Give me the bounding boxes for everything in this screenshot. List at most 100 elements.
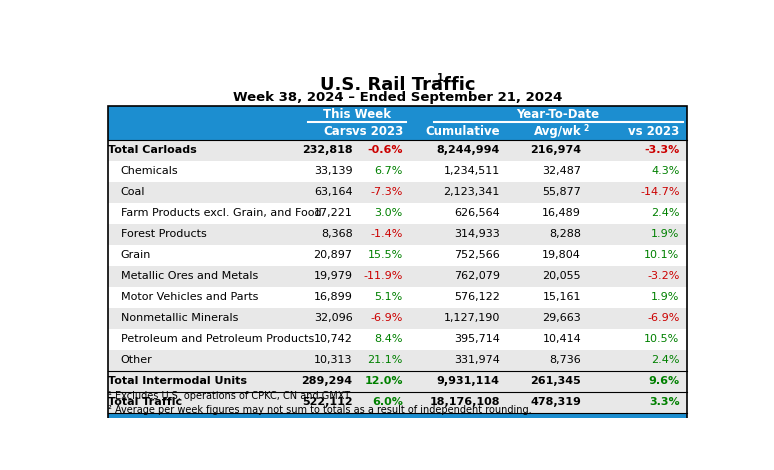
Bar: [108, 392, 687, 413]
Text: 8,736: 8,736: [550, 355, 581, 365]
Bar: [108, 413, 687, 419]
Text: 331,974: 331,974: [454, 355, 500, 365]
Text: 1.9%: 1.9%: [651, 229, 680, 239]
Text: 752,566: 752,566: [454, 250, 500, 260]
Text: Cars: Cars: [323, 125, 352, 138]
Text: 261,345: 261,345: [530, 376, 581, 386]
Text: 2: 2: [583, 124, 588, 133]
Bar: [108, 287, 687, 307]
Text: 10,414: 10,414: [543, 334, 581, 344]
Text: -11.9%: -11.9%: [364, 271, 403, 281]
Text: 20,055: 20,055: [543, 271, 581, 281]
Text: 2.4%: 2.4%: [651, 355, 680, 365]
Text: Nonmetallic Minerals: Nonmetallic Minerals: [121, 313, 238, 323]
Text: 21.1%: 21.1%: [368, 355, 403, 365]
Text: 1: 1: [437, 73, 444, 83]
Text: Forest Products: Forest Products: [121, 229, 207, 239]
Text: 1,127,190: 1,127,190: [444, 313, 500, 323]
Text: Chemicals: Chemicals: [121, 166, 179, 176]
Text: 6.7%: 6.7%: [375, 166, 403, 176]
Text: 9.6%: 9.6%: [649, 376, 680, 386]
Text: -1.4%: -1.4%: [371, 229, 403, 239]
Text: 16,489: 16,489: [543, 208, 581, 218]
Text: 18,176,108: 18,176,108: [430, 397, 500, 407]
Text: 6.0%: 6.0%: [372, 397, 403, 407]
Text: 8.4%: 8.4%: [375, 334, 403, 344]
Text: 33,139: 33,139: [314, 166, 352, 176]
Text: 5.1%: 5.1%: [375, 292, 403, 302]
Text: 10.5%: 10.5%: [644, 334, 680, 344]
Bar: [108, 350, 687, 370]
Bar: [108, 140, 687, 161]
Bar: [108, 329, 687, 350]
Text: -3.2%: -3.2%: [647, 271, 680, 281]
Bar: [108, 203, 687, 224]
Text: Year-To-Date: Year-To-Date: [516, 108, 600, 121]
Text: Farm Products excl. Grain, and Food: Farm Products excl. Grain, and Food: [121, 208, 321, 218]
Text: ² Average per week figures may not sum to totals as a result of independent roun: ² Average per week figures may not sum t…: [108, 405, 531, 415]
Text: 15.5%: 15.5%: [368, 250, 403, 260]
Text: 216,974: 216,974: [530, 145, 581, 155]
Text: -7.3%: -7.3%: [371, 187, 403, 197]
Text: 19,804: 19,804: [543, 250, 581, 260]
Text: -6.9%: -6.9%: [647, 313, 680, 323]
Text: 232,818: 232,818: [302, 145, 352, 155]
Text: Petroleum and Petroleum Products: Petroleum and Petroleum Products: [121, 334, 314, 344]
Text: 395,714: 395,714: [454, 334, 500, 344]
Text: Coal: Coal: [121, 187, 146, 197]
Text: 3.3%: 3.3%: [649, 397, 680, 407]
Text: Week 38, 2024 – Ended September 21, 2024: Week 38, 2024 – Ended September 21, 2024: [233, 91, 562, 104]
Text: 762,079: 762,079: [454, 271, 500, 281]
Bar: [108, 244, 687, 266]
Bar: [108, 266, 687, 287]
Text: U.S. Rail Traffic: U.S. Rail Traffic: [320, 76, 475, 94]
Bar: [108, 224, 687, 244]
Text: 626,564: 626,564: [454, 208, 500, 218]
Bar: [108, 161, 687, 181]
Text: Cumulative: Cumulative: [425, 125, 500, 138]
Text: 8,368: 8,368: [320, 229, 352, 239]
Text: -6.9%: -6.9%: [371, 313, 403, 323]
Bar: [108, 106, 687, 124]
Text: 1,234,511: 1,234,511: [444, 166, 500, 176]
Text: Total Carloads: Total Carloads: [108, 145, 197, 155]
Text: 55,877: 55,877: [543, 187, 581, 197]
Text: 29,663: 29,663: [543, 313, 581, 323]
Bar: [108, 370, 687, 392]
Bar: [108, 124, 687, 140]
Text: Grain: Grain: [121, 250, 151, 260]
Text: -0.6%: -0.6%: [368, 145, 403, 155]
Text: -3.3%: -3.3%: [644, 145, 680, 155]
Text: 2.4%: 2.4%: [651, 208, 680, 218]
Text: This Week: This Week: [323, 108, 391, 121]
Text: Total Intermodal Units: Total Intermodal Units: [108, 376, 247, 386]
Text: 10,742: 10,742: [313, 334, 352, 344]
Text: 522,112: 522,112: [302, 397, 352, 407]
Text: 1.9%: 1.9%: [651, 292, 680, 302]
Text: 576,122: 576,122: [454, 292, 500, 302]
Text: Motor Vehicles and Parts: Motor Vehicles and Parts: [121, 292, 259, 302]
Text: 9,931,114: 9,931,114: [437, 376, 500, 386]
Text: vs 2023: vs 2023: [628, 125, 680, 138]
Text: 314,933: 314,933: [454, 229, 500, 239]
Text: 12.0%: 12.0%: [365, 376, 403, 386]
Text: -14.7%: -14.7%: [640, 187, 680, 197]
Text: 63,164: 63,164: [314, 187, 352, 197]
Text: 478,319: 478,319: [530, 397, 581, 407]
Text: Total Traffic: Total Traffic: [108, 397, 182, 407]
Text: 17,221: 17,221: [313, 208, 352, 218]
Text: 289,294: 289,294: [301, 376, 352, 386]
Text: 2,123,341: 2,123,341: [444, 187, 500, 197]
Text: 10,313: 10,313: [314, 355, 352, 365]
Text: ¹ Excludes U.S. operations of CPKC, CN and GMXT.: ¹ Excludes U.S. operations of CPKC, CN a…: [108, 391, 351, 401]
Bar: [108, 106, 687, 419]
Bar: [108, 307, 687, 329]
Text: 19,979: 19,979: [313, 271, 352, 281]
Text: 15,161: 15,161: [543, 292, 581, 302]
Text: Other: Other: [121, 355, 152, 365]
Text: 32,487: 32,487: [542, 166, 581, 176]
Text: 10.1%: 10.1%: [644, 250, 680, 260]
Text: vs 2023: vs 2023: [351, 125, 403, 138]
Text: 8,288: 8,288: [549, 229, 581, 239]
Text: 8,244,994: 8,244,994: [437, 145, 500, 155]
